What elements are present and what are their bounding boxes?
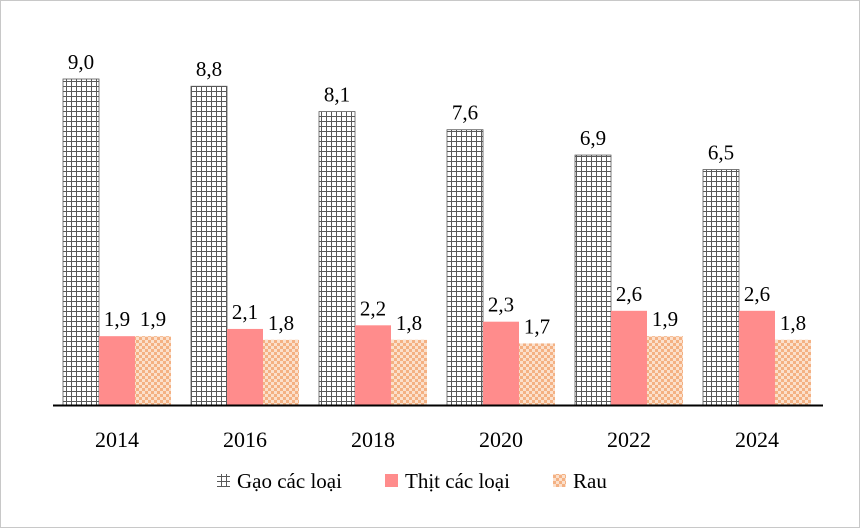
value-label: 1,9 — [652, 307, 678, 331]
value-label: 2,2 — [360, 296, 386, 320]
legend-swatch — [217, 474, 230, 487]
bar-thit-2022 — [611, 310, 647, 405]
value-label: 1,9 — [104, 307, 130, 331]
bar-gao-2014 — [62, 78, 100, 406]
bar-rau-2022 — [647, 336, 683, 405]
bar-gao-2016 — [190, 85, 228, 406]
value-label: 2,6 — [616, 282, 642, 306]
value-label: 7,6 — [452, 101, 478, 125]
legend-item: Rau — [553, 469, 607, 493]
value-label: 9,0 — [68, 50, 94, 74]
value-label: 1,8 — [396, 311, 422, 335]
legend: Gạo các loại Thịt các loại Rau — [217, 469, 607, 493]
legend-item: Thịt các loại — [385, 469, 510, 493]
bar-thit-2016 — [227, 328, 263, 405]
bar-rau-2020 — [519, 343, 555, 405]
bar-rau-2016 — [263, 339, 299, 405]
legend-label: Rau — [573, 469, 607, 493]
x-tick-label: 2022 — [607, 427, 651, 452]
legend-label: Gạo các loại — [237, 469, 342, 493]
bar-thit-2020 — [483, 321, 519, 405]
bar-gao-2024 — [702, 169, 740, 406]
value-labels-layer: 9,0 1,9 1,9 8,8 2,1 1,8 8,1 2,2 1,8 7,6 2,3 1,7 6,9 2… — [68, 50, 806, 338]
value-label: 1,9 — [140, 307, 166, 331]
x-tick-label: 2014 — [95, 427, 139, 452]
x-tick-label: 2020 — [479, 427, 523, 452]
bar-thit-2018 — [355, 325, 391, 405]
bar-thit-2024 — [739, 310, 775, 405]
legend-item: Gạo các loại — [217, 469, 342, 493]
bar-rau-2024 — [775, 339, 811, 405]
bars-layer — [62, 78, 811, 406]
value-label: 6,5 — [708, 141, 734, 165]
x-tick-label: 2016 — [223, 427, 267, 452]
value-label: 2,3 — [488, 293, 514, 317]
bar-rau-2014 — [135, 336, 171, 405]
value-label: 2,1 — [232, 300, 258, 324]
value-label: 8,1 — [324, 83, 350, 107]
legend-swatch — [385, 474, 398, 487]
value-label: 8,8 — [196, 57, 222, 81]
bar-thit-2014 — [99, 336, 135, 405]
x-tick-label: 2024 — [735, 427, 779, 452]
value-label: 1,7 — [524, 314, 550, 338]
x-tick-labels: 2014 2016 2018 2020 2022 2024 — [95, 427, 779, 452]
bar-rau-2018 — [391, 339, 427, 405]
bar-gao-2022 — [574, 154, 612, 406]
bar-gao-2018 — [318, 111, 356, 406]
value-label: 2,6 — [744, 282, 770, 306]
value-label: 6,9 — [580, 126, 606, 150]
bar-gao-2020 — [446, 129, 484, 406]
value-label: 1,8 — [780, 311, 806, 335]
x-tick-label: 2018 — [351, 427, 395, 452]
legend-label: Thịt các loại — [405, 469, 510, 493]
value-label: 1,8 — [268, 311, 294, 335]
legend-swatch — [553, 474, 566, 487]
